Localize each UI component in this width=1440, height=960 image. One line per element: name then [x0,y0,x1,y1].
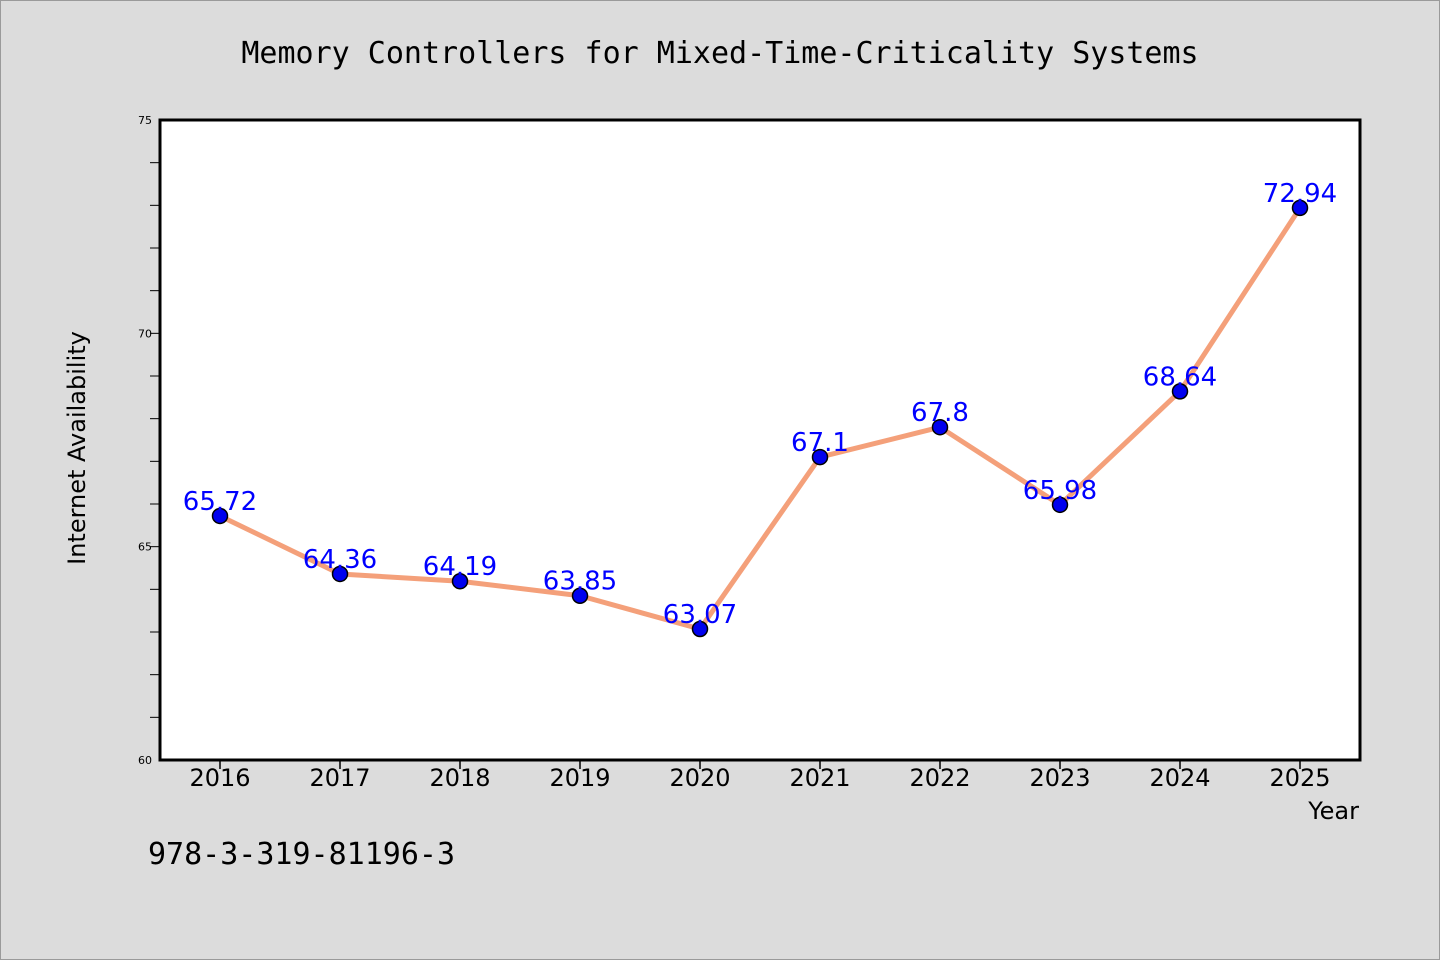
series-layer: 65.72 64.36 64.19 63.85 63.07 67.1 67.8 65.98 68… [183,179,1337,638]
x-tick-label: 2022 [909,764,970,792]
y-tick-label: 65 [138,541,152,554]
data-point [211,507,229,525]
series-line [217,205,1303,632]
chart-title: Memory Controllers for Mixed-Time-Critic… [241,36,1198,71]
x-tick-label: 2020 [669,764,730,792]
isbn-footnote: 978-3-319-81196-3 [148,837,455,872]
x-tick-label: 2016 [189,764,250,792]
x-tick-label: 2021 [789,764,850,792]
data-label: 64.36 [303,545,377,575]
plot-area [158,118,1362,762]
x-tick-label: 2024 [1149,764,1210,792]
data-label: 63.85 [543,567,617,597]
data-point [1051,496,1069,514]
data-label: 64.19 [423,552,497,582]
x-axis-ticks: 2016 2017 2018 2019 2020 2021 2022 2023 2024 2025 [189,760,1331,792]
data-label: 65.72 [183,487,257,517]
x-tick-label: 2018 [429,764,490,792]
data-point [691,620,709,638]
data-point [331,565,349,583]
x-tick-label: 2025 [1269,764,1330,792]
data-point [1171,383,1189,400]
data-point [571,587,589,604]
data-point [451,572,469,590]
data-label: 65.98 [1023,476,1097,506]
data-point [811,448,829,466]
data-label: 72.94 [1263,179,1337,209]
x-tick-label: 2017 [309,764,370,792]
x-tick-label: 2023 [1029,764,1090,792]
y-tick-label: 75 [138,114,152,127]
y-axis-label: Internet Availability [63,331,91,565]
y-axis-ticks: 60 65 70 75 [138,114,160,767]
y-tick-label: 70 [138,327,152,340]
y-tick-label: 60 [138,754,152,767]
data-label: 67.1 [791,428,849,458]
x-tick-label: 2019 [549,764,610,792]
data-label: 63.07 [663,600,737,630]
data-point [1291,199,1309,217]
data-point [931,418,949,436]
data-label: 67.8 [911,398,969,428]
data-label: 68.64 [1143,362,1217,392]
x-axis-label: Year [1307,797,1359,825]
